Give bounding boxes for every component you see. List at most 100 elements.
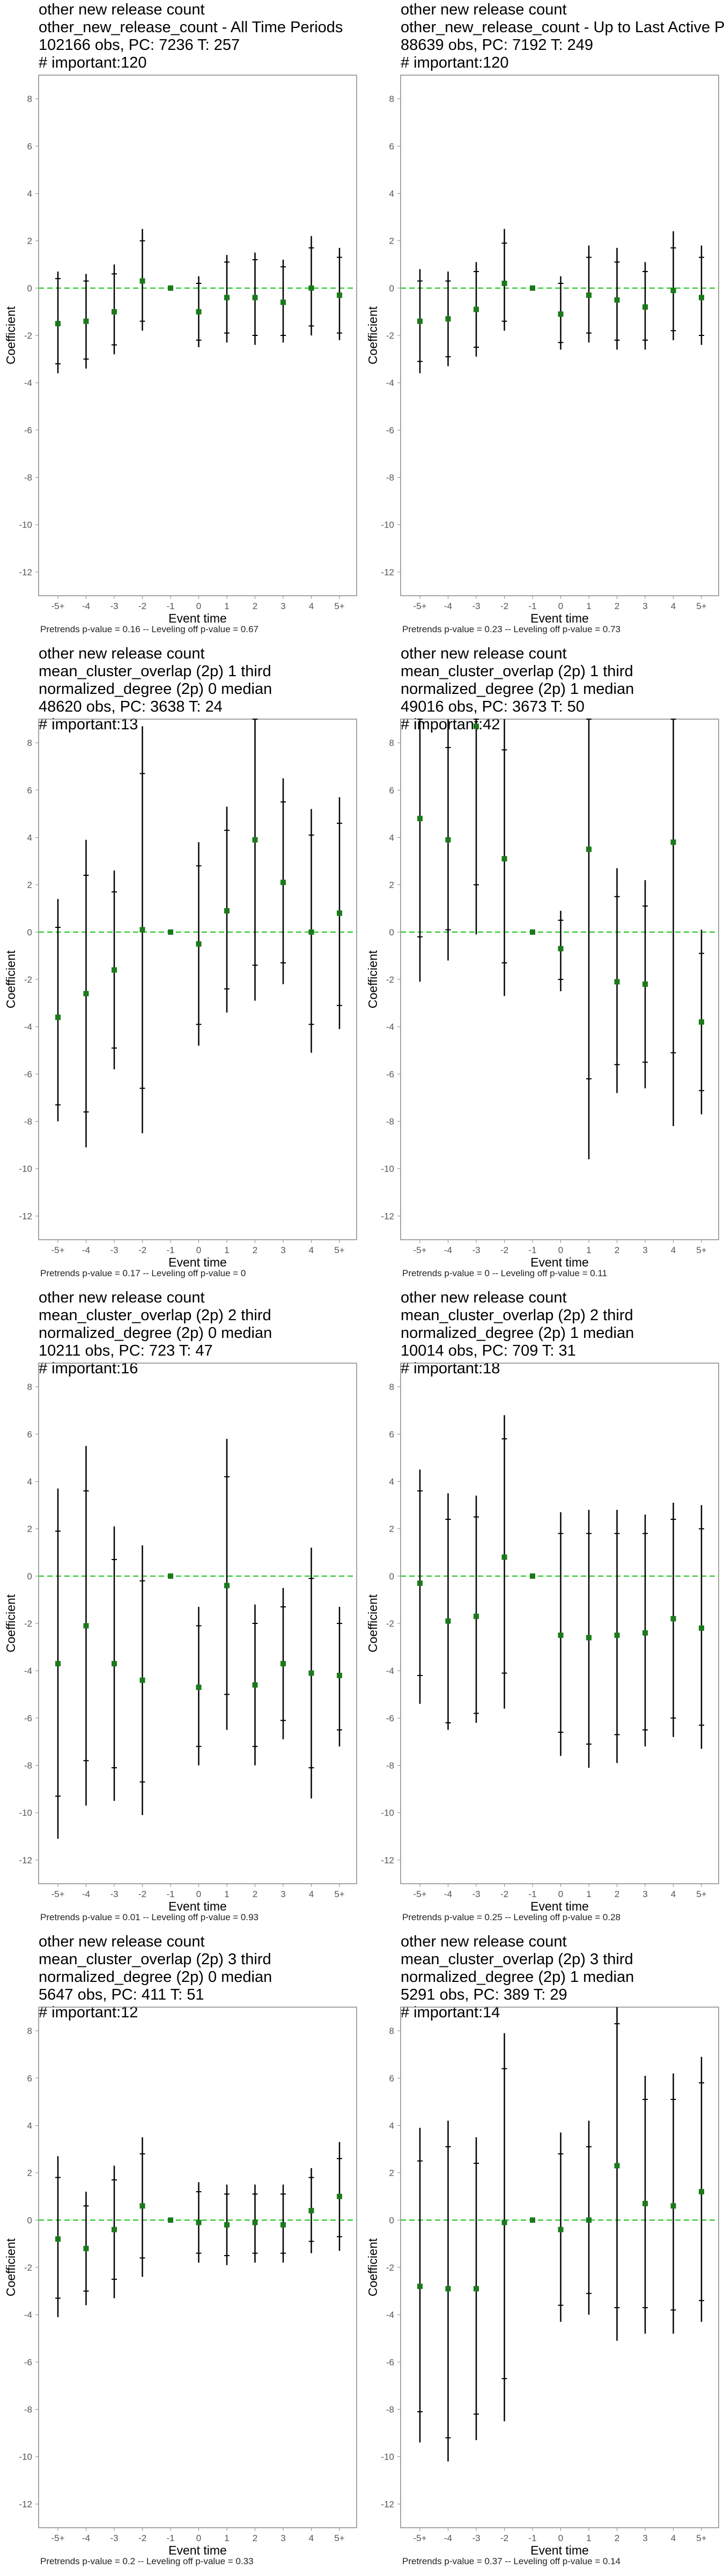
coefficient-point [614, 297, 620, 303]
chart-panel: other new release count other_new_release… [0, 0, 362, 644]
y-tick-label: -2 [24, 2263, 32, 2273]
x-tick-label: -5+ [51, 1245, 64, 1255]
coefficient-point [280, 1660, 286, 1666]
y-tick-label: -2 [386, 1619, 394, 1629]
y-tick-label: -8 [24, 473, 32, 483]
coefficient-point [196, 309, 202, 314]
x-tick-label: -4 [444, 1889, 452, 1899]
y-tick-label: 2 [27, 2168, 32, 2178]
x-tick-label: -3 [472, 1889, 480, 1899]
x-tick-label: -2 [138, 601, 146, 611]
pvalue-footer: Pretrends p-value = 0.23 -- Leveling off… [402, 624, 620, 634]
x-axis-title: Event time [168, 611, 227, 623]
y-axis-title: Coefficient [4, 2238, 18, 2296]
y-tick-label: 4 [27, 1476, 32, 1487]
y-tick-label: -6 [24, 2357, 32, 2367]
x-tick-label: 4 [309, 1889, 314, 1899]
x-tick-label: 1 [586, 2533, 591, 2543]
y-tick-label: -2 [24, 975, 32, 985]
coefficient-point [614, 979, 620, 985]
panel-header-line: other_new_release_count - All Time Perio… [39, 19, 343, 36]
x-tick-label: 3 [280, 2533, 285, 2543]
panel-header-line: 88639 obs, PC: 7192 T: 249 [401, 36, 594, 54]
coefficient-point [586, 292, 592, 298]
x-tick-label: -4 [82, 1889, 90, 1899]
x-tick-label: 4 [671, 1245, 676, 1255]
y-tick-label: -10 [19, 520, 32, 530]
coefficient-point [308, 2208, 314, 2214]
y-tick-label: -4 [24, 1666, 32, 1676]
coefficient-point [670, 839, 676, 845]
chart-panel: other new release count mean_cluster_over… [0, 644, 362, 1288]
y-tick-label: 0 [389, 927, 394, 938]
coefficient-point [55, 2236, 61, 2242]
y-tick-label: 4 [27, 188, 32, 199]
x-tick-label: 0 [558, 1245, 563, 1255]
coefficient-point [586, 1635, 592, 1641]
x-tick-label: -1 [528, 2533, 536, 2543]
coefficient-point [474, 1613, 479, 1619]
y-tick-label: 6 [389, 1429, 394, 1439]
y-tick-label: 0 [389, 2215, 394, 2226]
x-tick-label: 3 [280, 1889, 285, 1899]
panel-header: other new release count mean_cluster_over… [39, 1289, 355, 1378]
y-tick-label: 6 [389, 141, 394, 151]
x-tick-label: 1 [224, 1889, 229, 1899]
x-tick-label: 3 [280, 1245, 285, 1255]
x-tick-label: -2 [500, 1245, 508, 1255]
y-tick-label: 2 [389, 2168, 394, 2178]
coefficient-point [280, 299, 286, 305]
chart-panel: other new release count mean_cluster_over… [0, 1932, 362, 2576]
y-tick-label: 6 [27, 2073, 32, 2083]
coefficient-point [530, 2217, 535, 2223]
panel-header-line: other_new_release_count - Up to Last Act… [401, 19, 724, 36]
coefficient-point [252, 2220, 258, 2226]
y-tick-label: -6 [24, 425, 32, 435]
x-tick-label: 0 [196, 1245, 201, 1255]
coefficient-point [699, 1625, 704, 1631]
y-tick-label: -2 [24, 1619, 32, 1629]
panel-header-line: 10014 obs, PC: 709 T: 31 [401, 1342, 576, 1359]
chart-panel: other new release count mean_cluster_over… [362, 644, 724, 1288]
y-tick-label: 6 [389, 2073, 394, 2083]
y-tick-label: -6 [24, 1069, 32, 1079]
panel-header-line: 5647 obs, PC: 411 T: 51 [39, 1986, 204, 2003]
x-tick-label: 5+ [696, 601, 706, 611]
panel-header-line: 102166 obs, PC: 7236 T: 257 [39, 36, 240, 54]
y-tick-label: -12 [19, 1855, 32, 1865]
chart-panel: other new release count mean_cluster_over… [362, 1932, 724, 2576]
x-tick-label: -2 [138, 1889, 146, 1899]
coefficient-point [337, 292, 342, 298]
coefficient-point [337, 2193, 342, 2199]
coefficient-point [474, 723, 479, 729]
y-tick-label: -12 [381, 567, 394, 577]
panel-header: other new release count mean_cluster_over… [401, 1289, 717, 1378]
x-axis-title: Event time [168, 2543, 227, 2555]
coefficient-point [501, 2220, 507, 2226]
x-tick-label: -3 [472, 1245, 480, 1255]
coefficient-point [280, 2222, 286, 2228]
x-tick-label: 4 [671, 1889, 676, 1899]
y-tick-label: 2 [389, 880, 394, 890]
coefficient-point [670, 288, 676, 294]
x-tick-label: -2 [500, 1889, 508, 1899]
coefficient-point [55, 320, 61, 326]
coefficient-point [642, 304, 648, 310]
panel-header-line: other new release count [39, 1933, 205, 1950]
y-axis-title: Coefficient [366, 306, 380, 364]
x-tick-label: -5+ [51, 601, 64, 611]
y-axis-title: Coefficient [4, 1594, 18, 1652]
x-tick-label: -3 [472, 601, 480, 611]
coefficient-point [168, 2217, 173, 2223]
pvalue-footer: Pretrends p-value = 0.17 -- Leveling off… [40, 1268, 246, 1278]
x-tick-label: -5+ [413, 601, 426, 611]
x-tick-label: 1 [586, 1245, 591, 1255]
coefficient-point [139, 278, 145, 284]
x-tick-label: 0 [558, 1889, 563, 1899]
y-axis-title: Coefficient [366, 2238, 380, 2296]
y-tick-label: 6 [389, 785, 394, 795]
chart-panel: other new release count mean_cluster_over… [362, 1288, 724, 1932]
